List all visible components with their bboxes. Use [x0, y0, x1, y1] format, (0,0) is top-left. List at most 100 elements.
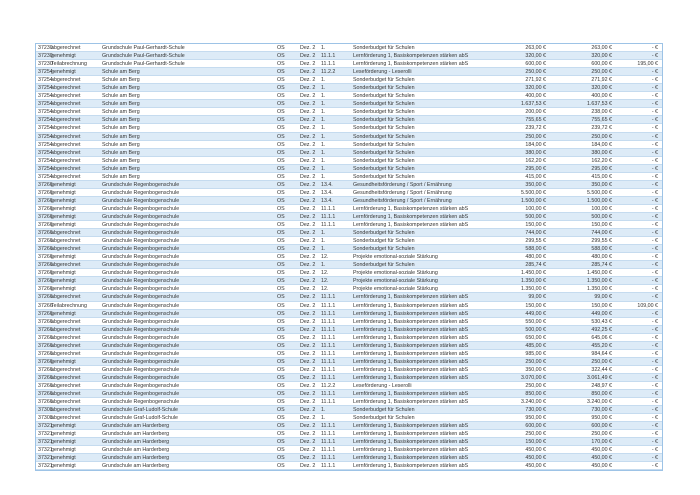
cell-code[interactable]: 11.1.1: [321, 205, 336, 212]
cell-remainder[interactable]: - €: [651, 85, 658, 92]
cell-department[interactable]: Dez. 2: [300, 101, 316, 108]
cell-school[interactable]: Schule am Berg: [102, 133, 140, 140]
cell-school-type[interactable]: OS: [277, 366, 285, 373]
cell-remainder[interactable]: - €: [651, 181, 658, 188]
cell-amount-settled[interactable]: 1.350,00 €: [586, 278, 612, 285]
cell-number[interactable]: 37266: [38, 270, 53, 277]
cell-school[interactable]: Grundschule Paul-Gerhardt-Schule: [102, 45, 185, 51]
cell-code[interactable]: 1.: [321, 133, 326, 140]
cell-status[interactable]: abgerechnet: [51, 366, 81, 373]
cell-department[interactable]: Dez. 2: [300, 133, 316, 140]
cell-measure[interactable]: Sonderbudget für Schulen: [353, 133, 415, 140]
cell-remainder[interactable]: - €: [651, 254, 658, 261]
cell-code[interactable]: 11.1.1: [321, 342, 336, 349]
cell-school-type[interactable]: OS: [277, 391, 285, 398]
cell-measure[interactable]: Lernförderung 1, Basiskompetenzen stärke…: [353, 53, 469, 60]
cell-school-type[interactable]: OS: [277, 407, 285, 414]
cell-school[interactable]: Grundschule Regenbogenschule: [102, 222, 180, 229]
cell-status[interactable]: genehmigt: [51, 423, 76, 430]
cell-code[interactable]: 1.: [321, 45, 326, 51]
cell-amount-settled[interactable]: 322,44 €: [591, 366, 612, 373]
cell-amount-approved[interactable]: 480,00 €: [525, 254, 546, 261]
cell-school[interactable]: Grundschule am Harderberg: [102, 447, 170, 454]
cell-amount-approved[interactable]: 250,00 €: [525, 69, 546, 76]
cell-number[interactable]: 37321: [38, 423, 53, 430]
cell-status[interactable]: genehmigt: [51, 358, 76, 365]
cell-school-type[interactable]: OS: [277, 294, 285, 301]
cell-amount-settled[interactable]: 755,65 €: [591, 117, 612, 124]
cell-code[interactable]: 11.1.1: [321, 350, 336, 357]
cell-amount-approved[interactable]: 588,00 €: [525, 246, 546, 253]
cell-amount-approved[interactable]: 5.500,00 €: [520, 189, 546, 196]
cell-school[interactable]: Grundschule Regenbogenschule: [102, 391, 180, 398]
cell-status[interactable]: abgerechnet: [51, 407, 81, 414]
cell-amount-approved[interactable]: 162,20 €: [525, 157, 546, 164]
cell-status[interactable]: genehmigt: [51, 222, 76, 229]
cell-amount-approved[interactable]: 500,00 €: [525, 213, 546, 220]
cell-department[interactable]: Dez. 2: [300, 270, 316, 277]
cell-school-type[interactable]: OS: [277, 125, 285, 132]
table-row[interactable]: 37266 genehmigt Grundschule Regenbogenschu…: [36, 357, 662, 366]
cell-measure[interactable]: Sonderbudget für Schulen: [353, 415, 415, 422]
cell-status[interactable]: abgerechnet: [51, 294, 81, 301]
cell-code[interactable]: 11.1.1: [321, 455, 336, 462]
cell-remainder[interactable]: - €: [651, 463, 658, 470]
cell-department[interactable]: Dez. 2: [300, 205, 316, 212]
cell-code[interactable]: 12.: [321, 254, 329, 261]
cell-number[interactable]: 37254: [38, 157, 53, 164]
cell-remainder[interactable]: - €: [651, 415, 658, 422]
cell-measure[interactable]: Gesundheitsförderung / Sport / Ernährung: [353, 181, 452, 188]
cell-amount-settled[interactable]: 1.500,00 €: [586, 197, 612, 204]
cell-department[interactable]: Dez. 2: [300, 173, 316, 180]
table-row[interactable]: 37266 abgerechnet Grundschule Regenbogensc…: [36, 293, 662, 302]
cell-measure[interactable]: Sonderbudget für Schulen: [353, 93, 415, 100]
cell-number[interactable]: 37266: [38, 374, 53, 381]
cell-remainder[interactable]: 109,00 €: [637, 302, 658, 309]
cell-amount-settled[interactable]: 480,00 €: [591, 254, 612, 261]
cell-department[interactable]: Dez. 2: [300, 238, 316, 245]
cell-status[interactable]: genehmigt: [51, 310, 76, 317]
cell-amount-approved[interactable]: 1.637,53 €: [520, 101, 546, 108]
cell-number[interactable]: 37254: [38, 125, 53, 132]
table-row[interactable]: 37266 abgerechnet Grundschule Regenbogensc…: [36, 398, 662, 407]
cell-amount-settled[interactable]: 449,00 €: [591, 310, 612, 317]
cell-amount-settled[interactable]: 380,00 €: [591, 149, 612, 156]
cell-department[interactable]: Dez. 2: [300, 294, 316, 301]
cell-number[interactable]: 37266: [38, 213, 53, 220]
cell-remainder[interactable]: - €: [651, 141, 658, 148]
cell-school[interactable]: Grundschule Regenbogenschule: [102, 278, 180, 285]
table-row[interactable]: 37266 genehmigt Grundschule Regenbogenschu…: [36, 309, 662, 318]
cell-school[interactable]: Grundschule Regenbogenschule: [102, 286, 180, 293]
cell-school[interactable]: Grundschule am Harderberg: [102, 431, 170, 438]
cell-school[interactable]: Schule am Berg: [102, 157, 140, 164]
cell-number[interactable]: 37266: [38, 399, 53, 406]
cell-code[interactable]: 1.: [321, 117, 326, 124]
cell-number[interactable]: 37266: [38, 262, 53, 269]
cell-school[interactable]: Schule am Berg: [102, 141, 140, 148]
cell-number[interactable]: 37254: [38, 101, 53, 108]
cell-department[interactable]: Dez. 2: [300, 93, 316, 100]
cell-code[interactable]: 11.1.1: [321, 374, 336, 381]
cell-school[interactable]: Grundschule Regenbogenschule: [102, 302, 180, 309]
cell-department[interactable]: Dez. 2: [300, 342, 316, 349]
cell-number[interactable]: 37266: [38, 238, 53, 245]
cell-school[interactable]: Grundschule am Harderberg: [102, 423, 170, 430]
cell-amount-approved[interactable]: 1.350,00 €: [520, 278, 546, 285]
cell-status[interactable]: abgerechnet: [51, 157, 81, 164]
cell-department[interactable]: Dez. 2: [300, 463, 316, 470]
cell-amount-settled[interactable]: 100,00 €: [591, 205, 612, 212]
cell-code[interactable]: 1.: [321, 109, 326, 116]
cell-measure[interactable]: Lernförderung 1, Basiskompetenzen stärke…: [353, 399, 469, 406]
cell-measure[interactable]: Sonderbudget für Schulen: [353, 125, 415, 132]
table-row[interactable]: 37266 abgerechnet Grundschule Regenbogensc…: [36, 229, 662, 238]
cell-status[interactable]: abgerechnet: [51, 399, 81, 406]
table-row[interactable]: 37266 abgerechnet Grundschule Regenbogensc…: [36, 237, 662, 246]
cell-school[interactable]: Grundschule Regenbogenschule: [102, 366, 180, 373]
cell-number[interactable]: 37266: [38, 278, 53, 285]
cell-amount-approved[interactable]: 485,00 €: [525, 342, 546, 349]
cell-measure[interactable]: Lernförderung 1, Basiskompetenzen stärke…: [353, 318, 469, 325]
cell-code[interactable]: 1.: [321, 101, 326, 108]
cell-code[interactable]: 11.1.1: [321, 463, 336, 470]
cell-department[interactable]: Dez. 2: [300, 447, 316, 454]
table-row[interactable]: 37254 abgerechnet Schule am Berg OS Dez. 2 1.…: [36, 116, 662, 125]
